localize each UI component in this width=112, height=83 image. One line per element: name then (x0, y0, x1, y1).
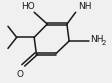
Text: NH: NH (78, 2, 91, 11)
Text: NH: NH (90, 35, 103, 44)
Text: O: O (16, 70, 23, 79)
Text: HO: HO (21, 2, 34, 11)
Text: 2: 2 (102, 40, 106, 45)
